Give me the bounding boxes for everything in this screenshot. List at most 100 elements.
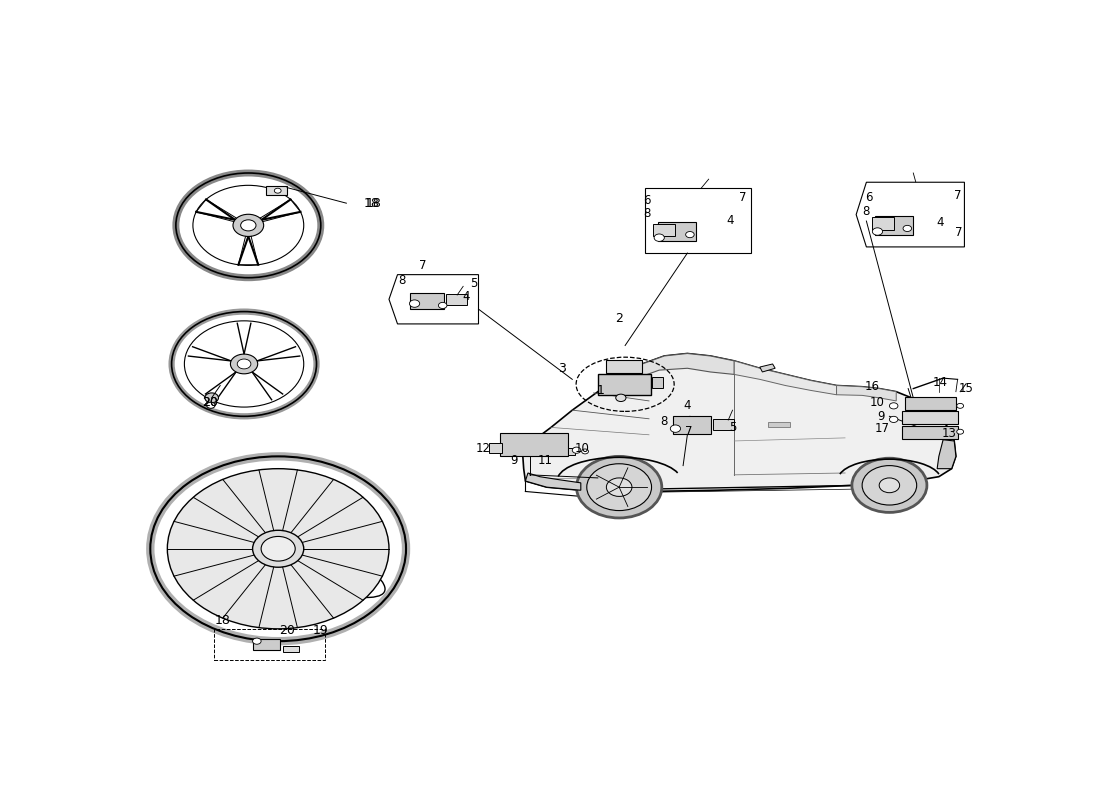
Polygon shape (524, 438, 557, 456)
Text: 5: 5 (471, 278, 477, 290)
Circle shape (685, 231, 694, 238)
Text: 4: 4 (683, 398, 691, 412)
Circle shape (903, 226, 912, 231)
Circle shape (253, 530, 304, 567)
Polygon shape (239, 236, 258, 265)
Text: 4: 4 (937, 216, 944, 229)
Circle shape (862, 466, 916, 505)
Circle shape (890, 416, 898, 422)
Circle shape (192, 186, 304, 266)
Text: 4: 4 (726, 214, 734, 227)
Circle shape (586, 464, 651, 510)
Text: 20: 20 (278, 623, 295, 637)
Circle shape (890, 402, 898, 409)
Circle shape (207, 402, 216, 408)
Circle shape (253, 638, 261, 644)
Circle shape (572, 447, 581, 454)
Circle shape (654, 234, 664, 242)
Polygon shape (522, 354, 956, 491)
Polygon shape (642, 354, 735, 376)
Text: 17: 17 (874, 422, 889, 435)
Polygon shape (937, 440, 956, 469)
Text: 7: 7 (954, 190, 961, 202)
Text: 20: 20 (202, 396, 218, 410)
Text: 16: 16 (865, 380, 880, 394)
Bar (266, 186, 287, 195)
Bar (652, 377, 662, 388)
Text: 2: 2 (615, 313, 623, 326)
Circle shape (582, 449, 588, 454)
Polygon shape (389, 274, 478, 324)
Text: 7: 7 (419, 259, 427, 272)
Circle shape (872, 228, 882, 235)
Text: 18: 18 (214, 614, 231, 627)
Circle shape (238, 359, 251, 369)
Bar (768, 422, 790, 427)
Polygon shape (856, 182, 965, 247)
Text: 14: 14 (933, 376, 948, 389)
Bar (713, 419, 735, 430)
Text: 3: 3 (558, 362, 566, 374)
Circle shape (261, 537, 295, 561)
Text: 9: 9 (877, 410, 884, 423)
Text: 4: 4 (462, 290, 470, 302)
Text: 9: 9 (510, 454, 518, 467)
Circle shape (851, 458, 927, 513)
Text: 19: 19 (312, 623, 329, 637)
Text: 12: 12 (475, 442, 491, 455)
Bar (653, 223, 674, 236)
Text: 10: 10 (870, 396, 884, 410)
Bar (253, 639, 279, 650)
Bar (874, 216, 913, 234)
Bar (872, 218, 893, 230)
Circle shape (957, 403, 964, 408)
Text: 7: 7 (685, 426, 693, 438)
Bar (568, 448, 575, 455)
Text: 18: 18 (365, 197, 382, 210)
Text: 8: 8 (644, 206, 651, 219)
Circle shape (439, 302, 447, 309)
Circle shape (233, 214, 264, 237)
Bar (658, 222, 696, 241)
Text: 6: 6 (644, 194, 651, 207)
Text: 18: 18 (364, 198, 380, 210)
Text: 10: 10 (575, 442, 590, 455)
Text: 8: 8 (398, 274, 406, 287)
Bar (214, 629, 326, 660)
Bar (284, 646, 298, 652)
Circle shape (185, 321, 304, 407)
Bar (645, 189, 751, 253)
Text: 15: 15 (959, 382, 974, 395)
Bar (447, 294, 468, 306)
Bar (902, 426, 958, 439)
Circle shape (205, 393, 219, 402)
Circle shape (879, 478, 900, 493)
Circle shape (616, 394, 626, 402)
Circle shape (606, 478, 631, 496)
Text: 1: 1 (596, 384, 604, 397)
Polygon shape (836, 386, 896, 401)
Polygon shape (526, 473, 581, 490)
Text: 8: 8 (661, 414, 668, 428)
Bar (597, 374, 651, 395)
Circle shape (670, 425, 681, 432)
Circle shape (957, 430, 964, 434)
Text: 5: 5 (729, 421, 736, 434)
Text: 20: 20 (202, 396, 218, 410)
Bar (410, 293, 444, 309)
Text: 6: 6 (866, 191, 872, 204)
Text: 13: 13 (942, 427, 957, 440)
Bar (673, 416, 712, 434)
Bar (499, 433, 568, 456)
Text: 7: 7 (955, 226, 962, 239)
Polygon shape (196, 199, 236, 222)
Polygon shape (260, 199, 300, 222)
Circle shape (576, 456, 662, 518)
Bar (902, 410, 958, 424)
Text: 8: 8 (862, 206, 870, 218)
Circle shape (241, 220, 256, 231)
Circle shape (230, 354, 257, 374)
Polygon shape (735, 361, 836, 394)
Text: 7: 7 (739, 191, 747, 204)
Circle shape (167, 469, 389, 629)
